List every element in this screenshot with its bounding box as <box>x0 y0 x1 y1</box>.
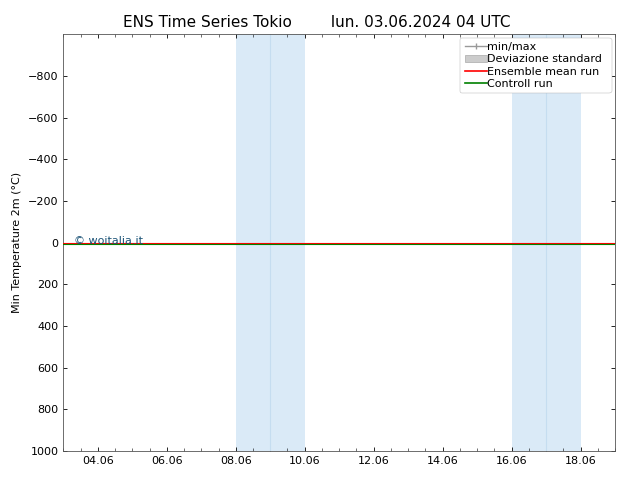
Bar <box>270 34 305 451</box>
Y-axis label: Min Temperature 2m (°C): Min Temperature 2m (°C) <box>13 172 22 313</box>
Legend: min/max, Deviazione standard, Ensemble mean run, Controll run: min/max, Deviazione standard, Ensemble m… <box>460 38 612 93</box>
Bar <box>512 34 546 451</box>
Bar <box>546 34 581 451</box>
Text: © woitalia.it: © woitalia.it <box>74 236 143 246</box>
Bar <box>236 34 270 451</box>
Text: ENS Time Series Tokio        lun. 03.06.2024 04 UTC: ENS Time Series Tokio lun. 03.06.2024 04… <box>123 15 511 30</box>
